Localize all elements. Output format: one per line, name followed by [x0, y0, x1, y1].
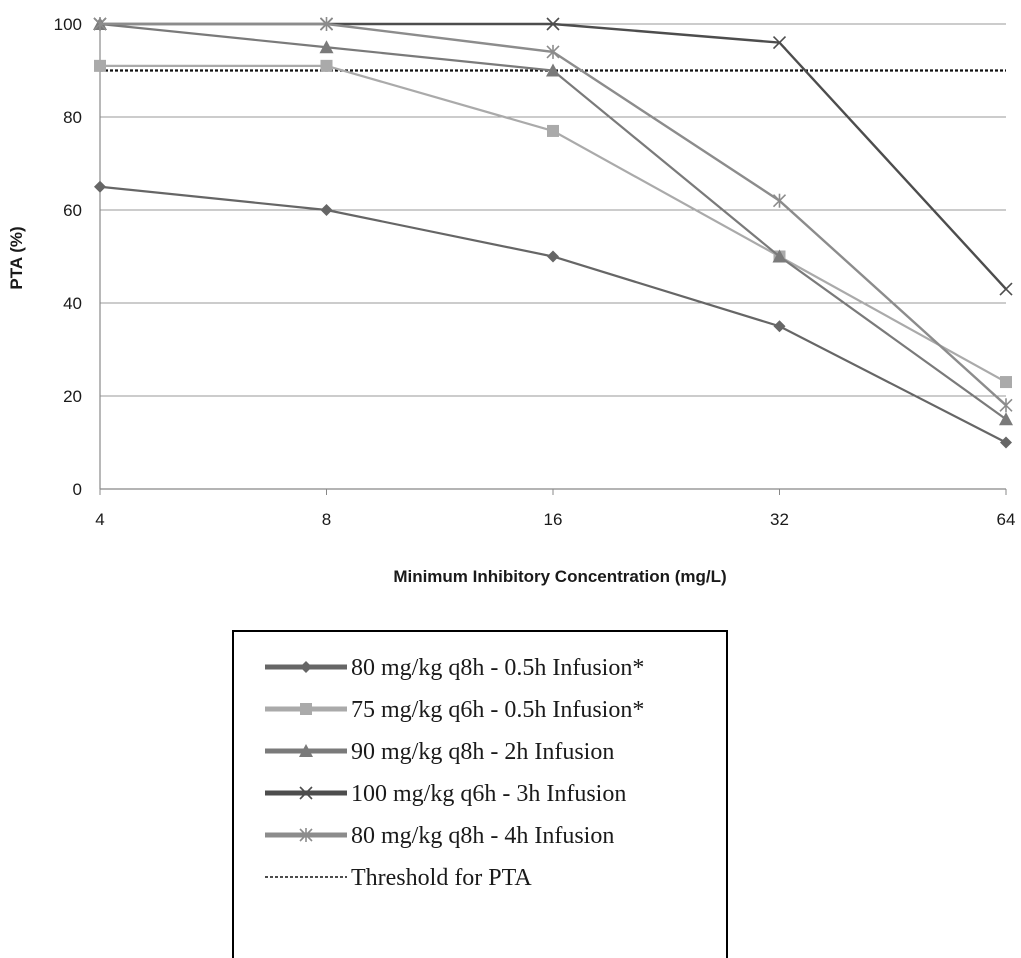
- data-point: [547, 124, 559, 137]
- legend-item: 100 mg/kg q6h - 3h Infusion: [265, 781, 626, 807]
- legend-label: Threshold for PTA: [351, 865, 532, 891]
- legend-item: 90 mg/kg q8h - 2h Infusion: [265, 739, 614, 765]
- legend-item: 80 mg/kg q8h - 0.5h Infusion*: [265, 655, 644, 681]
- data-point: [94, 180, 106, 193]
- data-point: [546, 44, 560, 59]
- y-tick-label: 40: [63, 294, 82, 313]
- series-0: [94, 180, 1012, 449]
- legend-marker: [300, 703, 312, 715]
- data-point: [319, 40, 334, 54]
- data-point: [94, 59, 106, 72]
- y-axis-title: PTA (%): [7, 226, 26, 289]
- data-point: [320, 59, 333, 72]
- y-tick-label: 20: [63, 387, 82, 406]
- data-point: [1000, 376, 1012, 389]
- legend-label: 80 mg/kg q8h - 4h Infusion: [351, 823, 614, 849]
- x-axis-title: Minimum Inhibitory Concentration (mg/L): [393, 567, 726, 586]
- data-point: [999, 398, 1013, 413]
- legend-label: 75 mg/kg q6h - 0.5h Infusion*: [351, 697, 644, 723]
- data-point: [772, 36, 787, 50]
- data-point: [999, 282, 1013, 296]
- y-tick-label: 80: [63, 108, 82, 127]
- legend-item-threshold: Threshold for PTA: [265, 865, 532, 891]
- series-line: [99, 185, 1007, 444]
- data-point: [546, 17, 560, 31]
- data-point: [547, 250, 559, 263]
- series-1: [94, 59, 1012, 389]
- legend-marker: [299, 786, 313, 800]
- y-tick-labels: 0 20 40 60 80 100: [54, 15, 82, 499]
- series-line: [99, 22, 1007, 421]
- series-line: [100, 64, 1007, 384]
- legend-item: 80 mg/kg q8h - 4h Infusion: [265, 823, 614, 849]
- legend: 80 mg/kg q8h - 0.5h Infusion* 75 mg/kg q6…: [265, 655, 644, 891]
- legend-marker: [299, 744, 313, 757]
- legend-marker: [299, 828, 313, 842]
- legend-label: 90 mg/kg q8h - 2h Infusion: [351, 739, 614, 765]
- legend-marker: [300, 661, 312, 673]
- x-tick-label: 16: [544, 510, 563, 529]
- data-point: [320, 204, 333, 216]
- x-tick-label: 4: [95, 510, 104, 529]
- x-tick-label: 8: [322, 510, 331, 529]
- data-point: [772, 249, 787, 263]
- legend-label: 80 mg/kg q8h - 0.5h Infusion*: [351, 655, 644, 681]
- data-point: [319, 17, 334, 31]
- series-line: [100, 22, 1007, 407]
- data-point: [93, 17, 107, 31]
- x-tick-label: 32: [770, 510, 789, 529]
- data-point: [773, 320, 786, 333]
- data-point: [772, 193, 787, 208]
- y-tick-label: 100: [54, 15, 82, 34]
- data-point: [546, 63, 560, 77]
- y-tick-label: 60: [63, 201, 82, 220]
- x-tick-label: 64: [997, 510, 1016, 529]
- legend-label: 100 mg/kg q6h - 3h Infusion: [351, 781, 626, 807]
- data-point: [1000, 436, 1012, 449]
- series-layer: [93, 17, 1013, 449]
- series-4: [93, 17, 1013, 413]
- legend-item: 75 mg/kg q6h - 0.5h Infusion*: [265, 697, 644, 723]
- data-point: [999, 412, 1013, 426]
- series-2: [93, 17, 1013, 426]
- y-tick-label: 0: [73, 480, 82, 499]
- x-tick-labels: 4 8 16 32 64: [95, 510, 1015, 529]
